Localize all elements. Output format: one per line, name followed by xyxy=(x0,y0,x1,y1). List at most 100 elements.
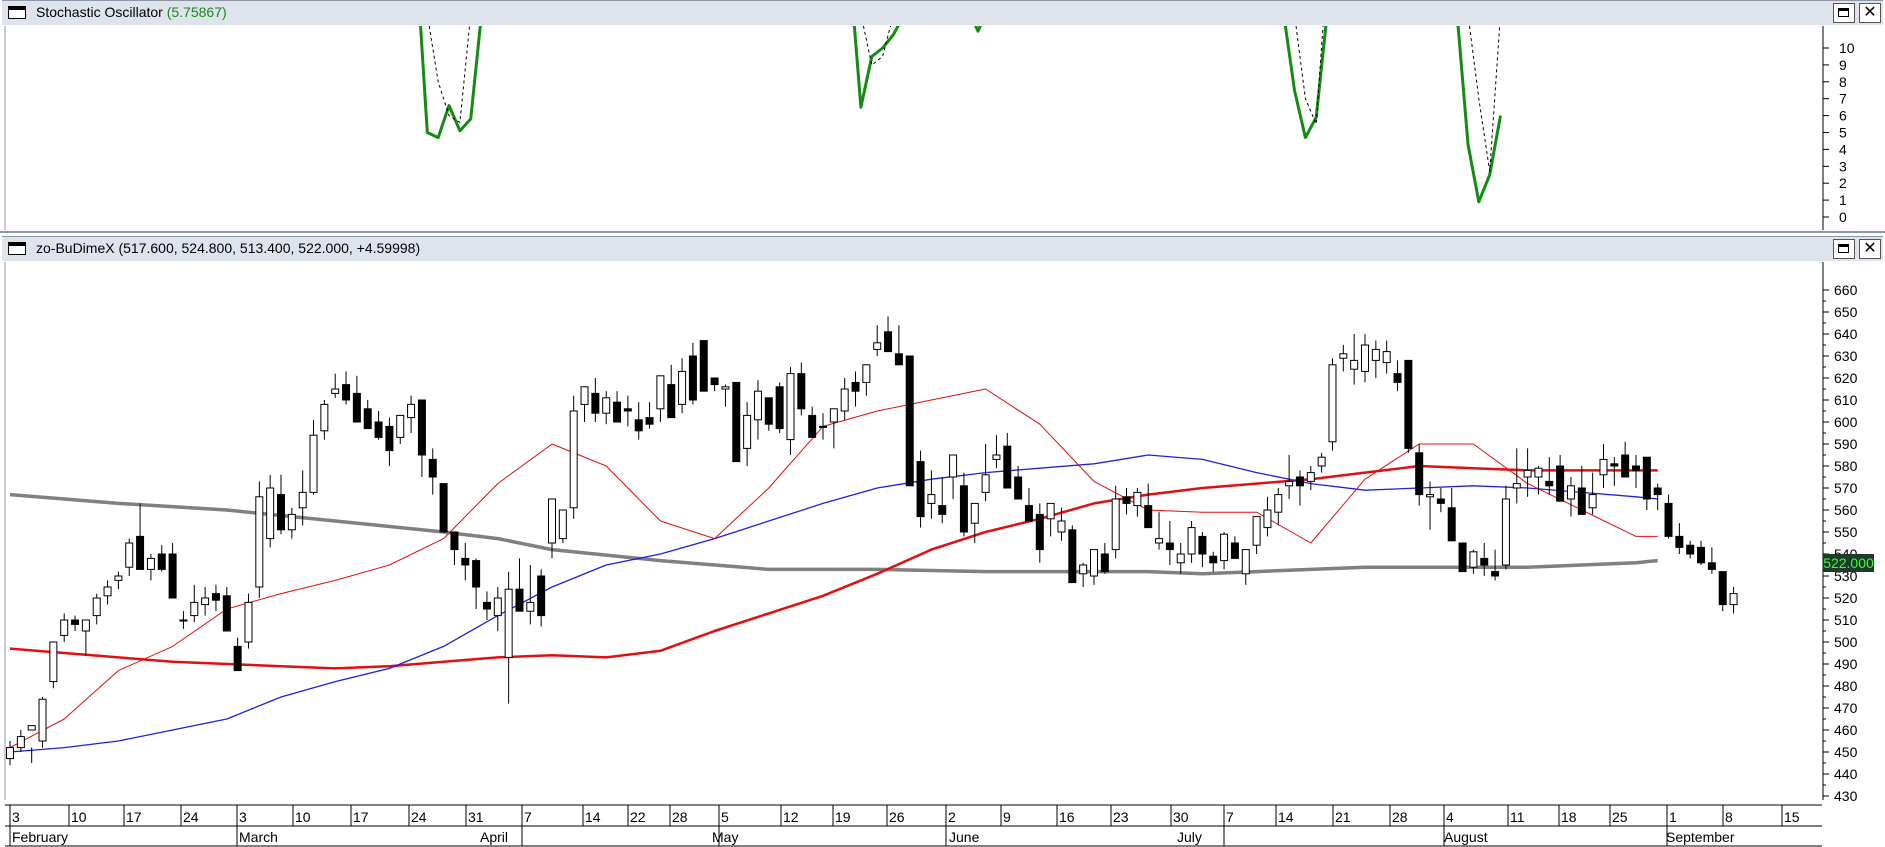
x-day-label: 25 xyxy=(1612,809,1628,825)
candle-body xyxy=(1697,546,1706,564)
x-month-label: July xyxy=(1177,829,1202,845)
stoch-y-tick-label: 7 xyxy=(1839,91,1847,107)
candle-body xyxy=(1361,344,1369,372)
candle xyxy=(1697,540,1706,565)
candle xyxy=(1241,549,1250,585)
candle-body xyxy=(222,595,231,632)
stochastic-line xyxy=(419,26,482,140)
moving-average-line xyxy=(9,388,1658,749)
moving-average-line xyxy=(9,454,1658,753)
stoch-y-tick-label: 3 xyxy=(1839,158,1847,174)
stochastic-line xyxy=(974,26,982,33)
x-day-label: 3 xyxy=(239,809,247,825)
candle-body xyxy=(114,575,123,581)
candle xyxy=(580,386,589,422)
candle xyxy=(385,417,394,466)
candle xyxy=(786,367,795,455)
candle-body xyxy=(1480,557,1489,566)
close-icon[interactable]: ✕ xyxy=(1859,239,1881,259)
candle-body xyxy=(819,425,827,428)
x-axis-background xyxy=(0,802,1822,847)
candle xyxy=(1339,345,1348,372)
candle-body xyxy=(461,557,470,566)
candle xyxy=(905,355,914,487)
candle-body xyxy=(201,597,210,606)
candle-body xyxy=(363,408,372,430)
price-y-tick-label: 610 xyxy=(1834,392,1858,408)
candle xyxy=(1512,448,1521,504)
maximize-icon[interactable] xyxy=(1833,3,1855,23)
maximize-icon[interactable] xyxy=(1833,239,1855,259)
price-y-tick-label: 550 xyxy=(1834,524,1858,540)
candle xyxy=(417,399,426,477)
candle-body xyxy=(1393,373,1402,383)
candle-body xyxy=(1534,467,1543,478)
x-day-label: 1 xyxy=(1669,809,1677,825)
candle-body xyxy=(60,619,69,636)
x-day-label: 21 xyxy=(1335,809,1351,825)
candle xyxy=(1285,455,1294,499)
candle xyxy=(363,400,372,430)
price-plot-background xyxy=(0,261,1885,847)
candle xyxy=(645,402,654,429)
price-y-tick-label: 600 xyxy=(1834,414,1858,430)
candle xyxy=(27,725,36,763)
x-day-label: 15 xyxy=(1784,809,1800,825)
x-day-label: 30 xyxy=(1173,809,1189,825)
x-day-label: 19 xyxy=(835,809,851,825)
candle-body xyxy=(1100,553,1109,573)
stochastic-line xyxy=(1456,26,1502,204)
candle xyxy=(1295,470,1304,506)
candle-body xyxy=(1155,538,1164,544)
stoch-y-tick-label: 9 xyxy=(1839,57,1847,73)
candle-body xyxy=(829,408,838,423)
candle xyxy=(1371,340,1380,378)
candle xyxy=(753,380,762,440)
candle-body xyxy=(710,377,719,386)
close-icon[interactable]: ✕ xyxy=(1859,3,1881,23)
candle-body xyxy=(374,421,383,438)
candle xyxy=(537,569,546,627)
candle xyxy=(634,402,643,440)
candle xyxy=(688,342,697,405)
candle-body xyxy=(1252,516,1261,546)
candle-body xyxy=(1241,549,1250,575)
candle xyxy=(222,587,231,632)
candle-body xyxy=(1718,571,1727,606)
x-month-label: August xyxy=(1444,829,1488,845)
candle xyxy=(352,375,361,423)
candle-body xyxy=(450,531,459,551)
candle-body xyxy=(1426,494,1435,498)
candle-body xyxy=(786,373,795,441)
candle-body xyxy=(656,375,665,410)
candle-body xyxy=(1057,520,1066,533)
candle-body xyxy=(569,410,578,509)
candle-body xyxy=(1653,487,1662,496)
candle xyxy=(374,411,383,440)
x-day-label: 11 xyxy=(1510,809,1525,825)
candle-body xyxy=(894,353,903,366)
candle xyxy=(266,474,275,548)
candle xyxy=(16,730,25,752)
candle-body xyxy=(1523,469,1532,478)
candle xyxy=(1686,540,1695,559)
candle-body xyxy=(1295,476,1304,487)
candle-body xyxy=(168,553,177,599)
candle xyxy=(320,400,329,440)
candle xyxy=(1198,532,1207,568)
candle xyxy=(797,362,806,416)
candle-body xyxy=(1675,535,1684,548)
candle xyxy=(277,474,285,535)
candle xyxy=(233,637,242,672)
candle xyxy=(1729,587,1738,614)
candle xyxy=(678,358,687,414)
candle xyxy=(1664,494,1673,539)
candle xyxy=(1230,536,1239,559)
candle-body xyxy=(884,331,893,353)
candle xyxy=(1014,466,1023,500)
x-day-label: 17 xyxy=(126,809,142,825)
candle-body xyxy=(1024,505,1033,522)
candle xyxy=(1404,359,1413,453)
price-y-tick-label: 470 xyxy=(1834,700,1858,716)
candle xyxy=(526,565,535,625)
